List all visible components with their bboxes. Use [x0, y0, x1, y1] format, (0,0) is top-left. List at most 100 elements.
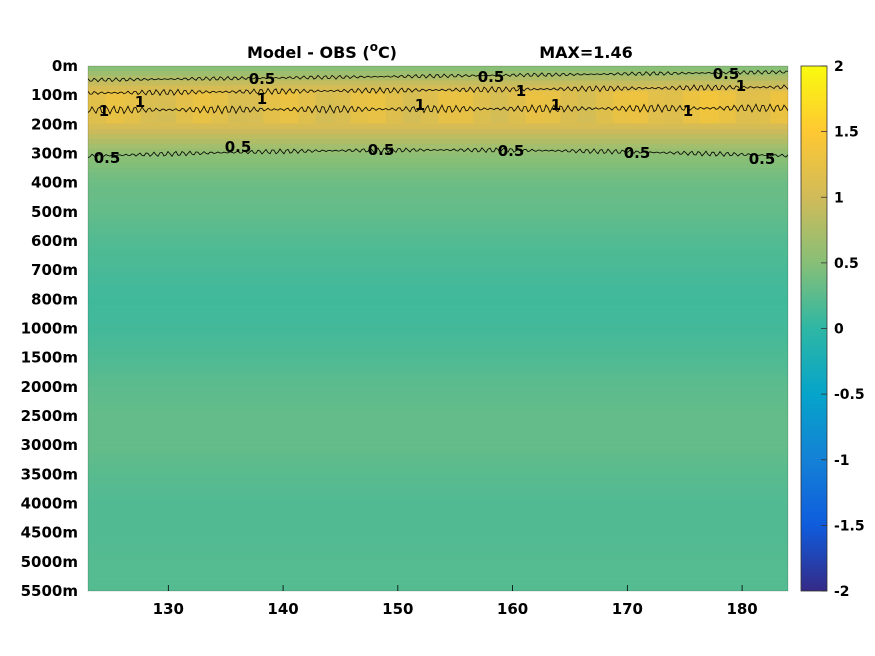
- heatmap-cell: [490, 91, 509, 124]
- heatmap-cell: [88, 401, 788, 407]
- heatmap-cell: [88, 474, 788, 480]
- heatmap-cell: [88, 561, 788, 568]
- heatmap-cell: [88, 343, 788, 349]
- contour-label: 1: [683, 102, 693, 120]
- heatmap-cell: [88, 236, 788, 242]
- heatmap-cell: [88, 377, 788, 383]
- heatmap-cell: [88, 231, 788, 237]
- heatmap-cell: [88, 168, 788, 174]
- x-tick-label: 130: [153, 600, 184, 618]
- colorbar-tick-label: 1.5: [834, 125, 859, 141]
- heatmap-cell: [88, 124, 788, 130]
- heatmap-cell: [88, 289, 788, 296]
- plot-frame: [87, 65, 789, 592]
- depth-tick-label: 800m: [31, 290, 78, 308]
- heatmap-cell: [88, 333, 788, 339]
- depth-tick-label: 3500m: [21, 465, 78, 483]
- colorbar-tick-label: 0.5: [834, 256, 859, 272]
- x-tick-label: 160: [497, 600, 528, 618]
- heatmap-cell: [88, 163, 788, 169]
- heatmap-cell: [718, 91, 736, 124]
- heatmap-cell: [88, 304, 788, 310]
- contour-label: 0.5: [225, 138, 252, 156]
- heatmap-cell: [88, 197, 788, 203]
- contour-label: 0.5: [94, 149, 121, 167]
- max-value-label: MAX=1.46: [539, 43, 633, 62]
- heatmap-cell: [88, 182, 788, 189]
- heatmap-cell: [88, 454, 788, 461]
- heatmap-cell: [88, 91, 106, 124]
- heatmap-cell: [88, 202, 788, 208]
- depth-tick-label: 600m: [31, 232, 78, 250]
- heatmap-cell: [228, 91, 246, 124]
- heatmap-cell: [753, 91, 771, 124]
- contour-label: 0.5: [713, 65, 740, 83]
- contour-line-1: [88, 84, 788, 97]
- heatmap-cell: [88, 532, 788, 539]
- contour-label: 1: [736, 77, 746, 95]
- colorbar-tick-label: -1: [834, 453, 850, 469]
- heatmap-cell: [88, 362, 788, 368]
- contour-label: 1: [516, 82, 526, 100]
- heatmap-cell: [88, 527, 788, 534]
- heatmap-cell: [630, 91, 649, 124]
- heatmap-cell: [88, 80, 788, 87]
- contour-label: 0.5: [624, 144, 651, 162]
- contour-lines: [88, 69, 788, 158]
- heatmap-cell: [770, 91, 788, 124]
- heatmap-cell: [88, 498, 788, 505]
- heatmap-cell: [88, 299, 788, 305]
- heatmap-cell: [88, 85, 788, 91]
- heatmap-cell: [88, 138, 788, 145]
- depth-axis-ticks: 0m 100m 200m 300m 400m 500m 600m 700m 800m 1000m 1…: [21, 57, 78, 600]
- heatmap-cell: [88, 522, 788, 529]
- heatmap-cell: [88, 430, 788, 437]
- heatmap-cell: [88, 479, 788, 485]
- heatmap-cell: [525, 91, 544, 124]
- heatmap-cell: [140, 91, 159, 124]
- depth-tick-label: 2500m: [21, 407, 78, 425]
- heatmap-cell: [88, 440, 788, 446]
- heatmap-cell: [88, 386, 788, 393]
- heatmap-cell: [88, 313, 788, 320]
- heatmap-cell: [88, 411, 788, 417]
- contour-line-1: [88, 103, 788, 115]
- heatmap-cell: [158, 91, 176, 124]
- heatmap-cell: [88, 148, 788, 155]
- heatmap-cell: [735, 91, 754, 124]
- heatmap-cell: [578, 91, 596, 124]
- heatmap-cell: [88, 134, 788, 140]
- heatmap-cell: [613, 91, 631, 124]
- heatmap-cell: [88, 70, 788, 77]
- x-axis-ticks: 130 140 150 160 170 180: [153, 585, 758, 618]
- heatmap-cell: [88, 129, 788, 135]
- heatmap-cell: [88, 270, 788, 276]
- heatmap-cell: [88, 406, 788, 412]
- contour-label: 0.5: [478, 68, 505, 86]
- contour-label: 0.5: [249, 70, 276, 88]
- heatmap-cell: [88, 420, 788, 427]
- chart-title: Model - OBS (oC): [247, 40, 397, 62]
- contour-label: 1: [99, 102, 109, 120]
- x-tick-label: 180: [726, 600, 757, 618]
- heatmap-cell: [88, 547, 788, 553]
- heatmap-cell: [88, 537, 788, 543]
- heatmap-cell: [88, 294, 788, 300]
- heatmap-cell: [473, 91, 491, 124]
- depth-tick-label: 1000m: [21, 320, 78, 338]
- heatmap-cell: [665, 91, 684, 124]
- depth-tick-label: 0m: [52, 57, 78, 75]
- degree-superscript: o: [370, 40, 378, 54]
- heatmap-cell: [88, 226, 788, 232]
- heatmap-cell: [88, 221, 788, 228]
- heatmap-cell: [88, 357, 788, 364]
- heatmap-cell: [175, 91, 194, 124]
- heatmap-cell: [88, 493, 788, 500]
- depth-tick-label: 4000m: [21, 495, 78, 513]
- contour-label: 0.5: [749, 150, 776, 168]
- heatmap-cell: [88, 571, 788, 578]
- heatmap-cell: [88, 245, 788, 252]
- depth-tick-label: 300m: [31, 145, 78, 163]
- heatmap-depth-bands: [88, 66, 788, 591]
- heatmap-cell: [333, 91, 351, 124]
